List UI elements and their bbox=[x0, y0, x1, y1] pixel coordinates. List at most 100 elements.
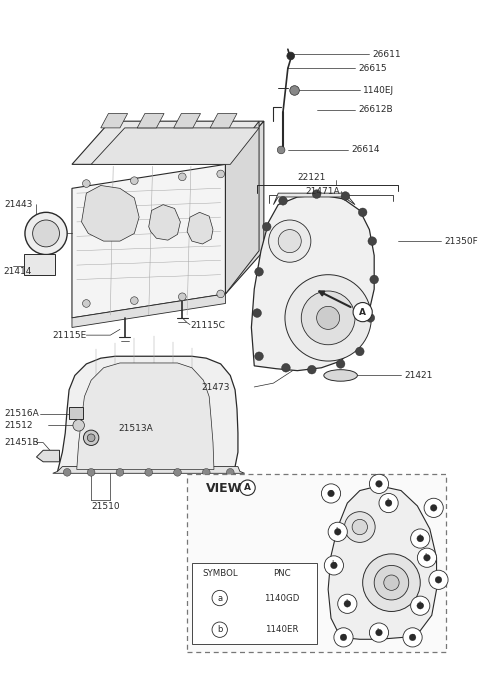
Text: 1140ER: 1140ER bbox=[265, 625, 299, 634]
Polygon shape bbox=[82, 185, 139, 241]
Circle shape bbox=[368, 237, 377, 246]
Circle shape bbox=[33, 220, 60, 247]
Circle shape bbox=[359, 208, 367, 217]
Circle shape bbox=[363, 554, 420, 611]
Polygon shape bbox=[274, 193, 355, 204]
Text: a: a bbox=[436, 575, 441, 584]
Circle shape bbox=[429, 570, 448, 590]
Text: 26614: 26614 bbox=[351, 146, 380, 154]
Circle shape bbox=[278, 230, 301, 253]
Polygon shape bbox=[187, 213, 213, 244]
Text: 21414: 21414 bbox=[3, 267, 31, 276]
Bar bbox=[69, 407, 83, 418]
Polygon shape bbox=[210, 114, 237, 128]
Circle shape bbox=[312, 190, 321, 198]
Polygon shape bbox=[149, 204, 180, 240]
Circle shape bbox=[430, 504, 437, 511]
Text: a: a bbox=[341, 632, 346, 641]
Polygon shape bbox=[101, 114, 128, 128]
Text: b: b bbox=[424, 552, 430, 562]
Circle shape bbox=[279, 196, 288, 205]
Circle shape bbox=[301, 291, 355, 345]
Polygon shape bbox=[77, 363, 214, 469]
Polygon shape bbox=[328, 486, 436, 639]
Circle shape bbox=[322, 484, 341, 503]
Circle shape bbox=[370, 475, 389, 494]
Polygon shape bbox=[174, 114, 201, 128]
Circle shape bbox=[356, 347, 364, 356]
Circle shape bbox=[336, 359, 345, 368]
Text: 21516A: 21516A bbox=[5, 410, 39, 418]
Text: a: a bbox=[432, 503, 436, 512]
Circle shape bbox=[174, 468, 181, 476]
Circle shape bbox=[384, 575, 399, 590]
Text: 21443: 21443 bbox=[5, 200, 33, 209]
Circle shape bbox=[217, 170, 225, 178]
Circle shape bbox=[131, 297, 138, 305]
Circle shape bbox=[116, 468, 124, 476]
Text: 21115C: 21115C bbox=[190, 321, 225, 330]
Polygon shape bbox=[91, 128, 259, 165]
Circle shape bbox=[345, 512, 375, 542]
Polygon shape bbox=[36, 450, 60, 462]
Circle shape bbox=[131, 177, 138, 185]
Circle shape bbox=[417, 603, 424, 609]
Text: 21451B: 21451B bbox=[5, 438, 39, 447]
Text: PNC: PNC bbox=[273, 569, 291, 577]
Circle shape bbox=[179, 293, 186, 301]
Text: a: a bbox=[377, 479, 382, 488]
Circle shape bbox=[376, 481, 383, 487]
Circle shape bbox=[269, 220, 311, 262]
Circle shape bbox=[212, 590, 228, 606]
Polygon shape bbox=[226, 121, 259, 294]
Circle shape bbox=[424, 554, 430, 561]
Circle shape bbox=[331, 562, 337, 569]
Polygon shape bbox=[137, 114, 164, 128]
Text: 1140GD: 1140GD bbox=[264, 594, 300, 603]
Circle shape bbox=[282, 364, 290, 372]
Bar bbox=[187, 475, 446, 652]
Text: 21471A: 21471A bbox=[305, 187, 340, 196]
Circle shape bbox=[376, 629, 383, 636]
Circle shape bbox=[277, 146, 285, 154]
Circle shape bbox=[83, 300, 90, 307]
Ellipse shape bbox=[324, 370, 358, 381]
Text: 21510: 21510 bbox=[91, 502, 120, 511]
Circle shape bbox=[366, 313, 375, 322]
Text: b: b bbox=[418, 600, 423, 610]
Text: 26611: 26611 bbox=[372, 49, 401, 58]
Text: 21421: 21421 bbox=[404, 371, 432, 380]
Polygon shape bbox=[53, 466, 245, 473]
Circle shape bbox=[87, 468, 95, 476]
Circle shape bbox=[255, 352, 264, 361]
Polygon shape bbox=[226, 121, 264, 294]
Text: b: b bbox=[386, 498, 391, 507]
Circle shape bbox=[435, 576, 442, 583]
Text: 26612B: 26612B bbox=[358, 105, 393, 114]
Text: b: b bbox=[376, 628, 382, 636]
Circle shape bbox=[334, 628, 353, 647]
Text: 21350F: 21350F bbox=[444, 237, 478, 246]
Text: 21115E: 21115E bbox=[52, 330, 86, 340]
Text: b: b bbox=[336, 527, 340, 536]
Circle shape bbox=[83, 179, 90, 188]
Circle shape bbox=[287, 52, 295, 60]
Circle shape bbox=[370, 623, 389, 642]
Circle shape bbox=[338, 594, 357, 613]
Text: 22121: 22121 bbox=[298, 173, 326, 182]
Text: 21512: 21512 bbox=[5, 421, 33, 430]
Text: b: b bbox=[345, 599, 350, 608]
Circle shape bbox=[409, 634, 416, 640]
Text: a: a bbox=[410, 632, 415, 641]
Circle shape bbox=[290, 86, 300, 95]
Text: 21513A: 21513A bbox=[118, 424, 153, 433]
Bar bbox=[24, 254, 55, 275]
Circle shape bbox=[417, 536, 424, 542]
Circle shape bbox=[212, 622, 228, 637]
Text: 21473: 21473 bbox=[202, 383, 230, 393]
Circle shape bbox=[263, 223, 271, 231]
Circle shape bbox=[411, 529, 430, 548]
Text: SYMBOL: SYMBOL bbox=[202, 569, 238, 577]
Polygon shape bbox=[58, 356, 238, 471]
Circle shape bbox=[374, 565, 409, 600]
